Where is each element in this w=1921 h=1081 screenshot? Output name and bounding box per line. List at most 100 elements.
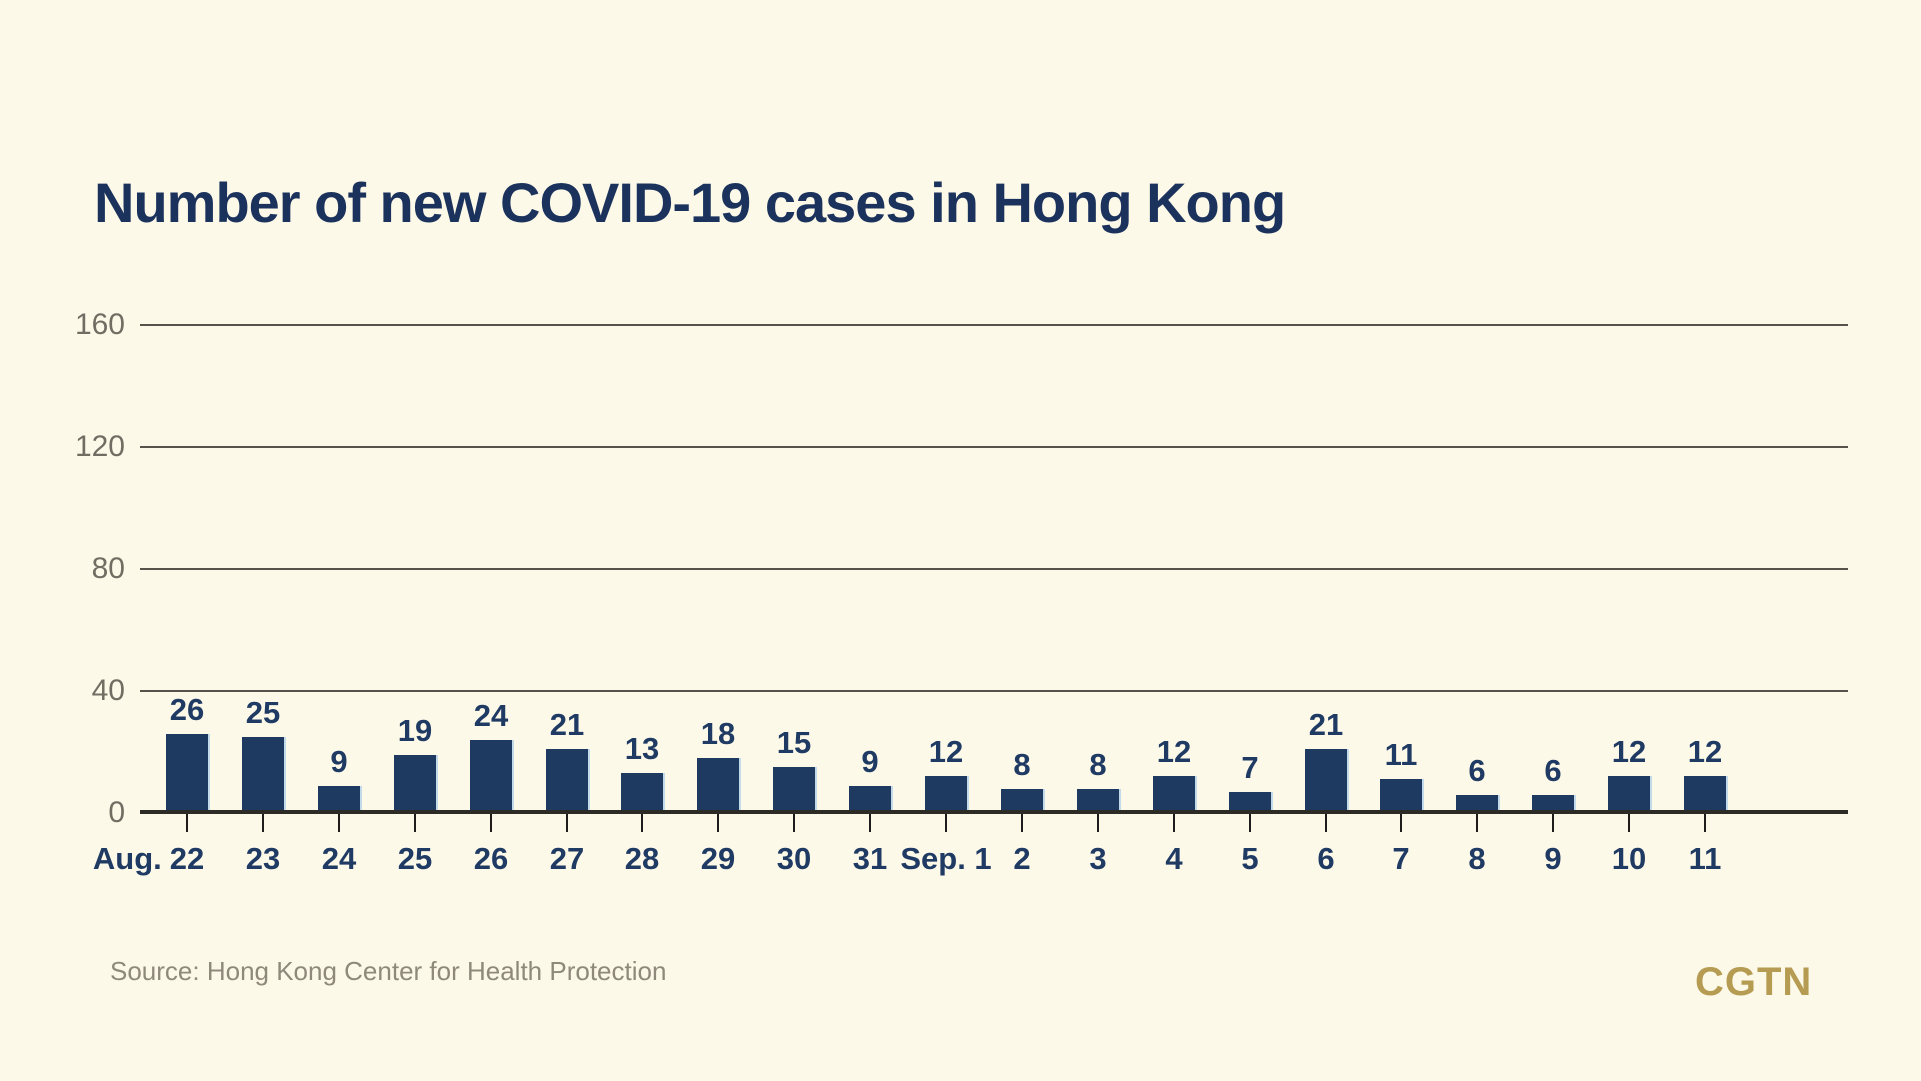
x-axis-tick-label: 30 [776,841,812,876]
x-axis-tick-label: 25 [397,841,433,876]
x-axis-tick [945,814,947,832]
bar [621,773,665,813]
x-axis-baseline [140,810,1848,814]
bar-value-label: 7 [1241,750,1259,785]
x-axis-tick [1476,814,1478,832]
x-axis-tick [1097,814,1099,832]
bar-value-label: 6 [1544,753,1562,788]
x-axis-tick-label: 11 [1688,841,1722,876]
x-axis-tick [186,814,188,832]
x-axis-tick-label: 5 [1241,841,1259,876]
bar [1153,776,1197,813]
y-axis-tick-label: 40 [91,674,125,707]
x-axis-tick-label: 3 [1089,841,1107,876]
bar-value-label: 12 [1611,734,1647,769]
bar [1380,779,1424,813]
x-axis-tick [869,814,871,832]
source-attribution: Source: Hong Kong Center for Health Prot… [110,956,667,986]
bar [546,749,590,813]
bar [1305,749,1349,813]
bar-value-label: 19 [397,713,433,748]
bar-value-label: 26 [169,692,205,727]
bar-value-label: 12 [1156,734,1192,769]
gridline-y160 [140,324,1848,326]
x-axis-tick [1173,814,1175,832]
bar [394,755,438,813]
bar [849,786,893,813]
bar-value-label: 12 [1687,734,1723,769]
x-axis-tick [262,814,264,832]
bar [697,758,741,813]
x-axis-tick-label: 8 [1468,841,1486,876]
x-axis-tick [338,814,340,832]
x-axis-tick [1400,814,1402,832]
bar [1001,789,1045,813]
bar-value-label: 25 [245,695,281,730]
cgtn-logo: CGTN [1695,960,1813,1004]
bar-value-label: 24 [473,698,509,733]
bar [1684,776,1728,813]
gridline-y80 [140,568,1848,570]
x-axis-tick [1552,814,1554,832]
x-axis-tick [717,814,719,832]
bar [166,734,210,813]
x-axis-tick-label: 2 [1013,841,1031,876]
x-axis-tick-label: 7 [1392,841,1410,876]
month-prefix: Aug. [92,841,162,876]
bar-value-label: 11 [1384,737,1418,772]
gridline-y120 [140,446,1848,448]
x-axis-tick-label: 26 [473,841,509,876]
bar [1229,792,1273,813]
x-axis-tick-label: 10 [1611,841,1647,876]
x-axis-tick-label: 24 [321,841,357,876]
bar-value-label: 8 [1013,747,1031,782]
bar-value-label: 9 [330,744,348,779]
x-axis-tick [793,814,795,832]
x-axis-tick [414,814,416,832]
day-number: 22 [169,841,205,876]
x-axis-tick-label: Sep. 1 [900,841,992,876]
x-axis-tick-label: 4 [1165,841,1183,876]
x-axis-tick [490,814,492,832]
y-axis-tick-label: 160 [74,308,125,341]
x-axis-tick [1704,814,1706,832]
bar-value-label: 21 [1308,707,1344,742]
x-axis-tick-label: 23 [245,841,281,876]
x-axis-tick [1325,814,1327,832]
bar [1608,776,1652,813]
bar [242,737,286,813]
bar [925,776,969,813]
bar-value-label: 9 [861,744,879,779]
x-axis-tick-label: 27 [549,841,585,876]
y-axis-tick-label: 120 [74,430,125,463]
x-axis-tick [641,814,643,832]
bar [1077,789,1121,813]
x-axis-tick [1021,814,1023,832]
bar [1532,795,1576,813]
x-axis-tick [1249,814,1251,832]
bar-value-label: 15 [776,725,812,760]
bar-value-label: 12 [928,734,964,769]
x-axis-tick-label: 29 [700,841,736,876]
x-axis-tick-label: 28 [624,841,660,876]
bar [773,767,817,813]
x-axis-tick-label: Aug. 22 [93,841,205,877]
bar [1456,795,1500,813]
bar-value-label: 8 [1089,747,1107,782]
bar [470,740,514,813]
bar-value-label: 21 [549,707,585,742]
x-axis-tick [1628,814,1630,832]
bar-value-label: 6 [1468,753,1486,788]
bar [318,786,362,813]
bar-value-label: 18 [700,716,736,751]
x-axis-tick [566,814,568,832]
x-axis-tick-label: 9 [1544,841,1562,876]
y-axis-tick-label: 80 [91,552,125,585]
x-axis-tick-label: 31 [852,841,888,876]
chart-title: Number of new COVID-19 cases in Hong Kon… [94,170,1286,234]
gridline-y40 [140,690,1848,692]
y-axis-tick-label: 0 [108,796,125,829]
x-axis-tick-label: 6 [1317,841,1335,876]
